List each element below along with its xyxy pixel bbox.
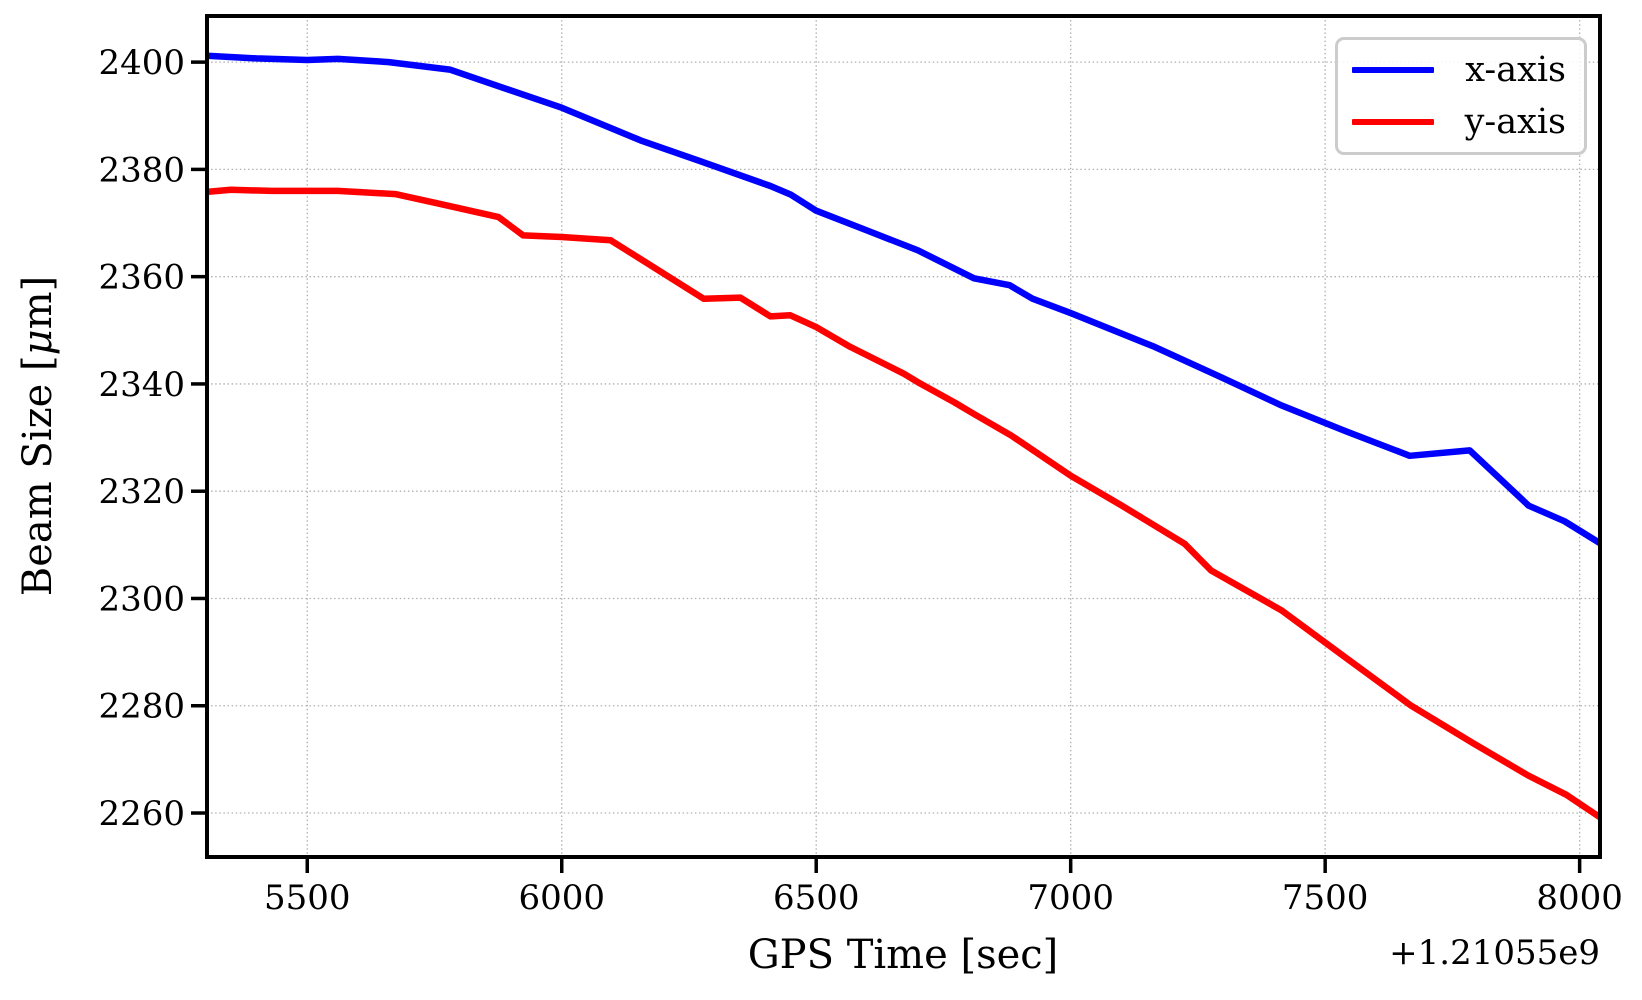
y-tick-label: 2320 (98, 472, 185, 512)
legend-label-x-axis: x-axis (1465, 49, 1566, 90)
x-axis-label: GPS Time [sec] (747, 932, 1059, 978)
x-tick-label: 6000 (518, 878, 605, 918)
y-axis-label-prefix: Beam Size [ (15, 355, 61, 597)
series-line-x-axis (206, 52, 1602, 546)
y-tick-label: 2400 (98, 43, 185, 83)
x-tick-label: 6500 (773, 878, 860, 918)
y-tick-label: 2360 (98, 258, 185, 298)
y-tick-label: 2340 (98, 365, 185, 405)
legend-entry-y-axis: y-axis (1352, 100, 1570, 144)
y-tick-label: 2380 (98, 150, 185, 190)
legend-entry-x-axis: x-axis (1352, 48, 1570, 92)
legend-label-y-axis: y-axis (1464, 101, 1566, 142)
legend-line-sample-red (1352, 119, 1434, 125)
legend-box: x-axis y-axis (1335, 37, 1587, 155)
y-axis-label-mu: μ (15, 329, 61, 356)
plot-border (205, 14, 1602, 859)
y-tick-label: 2260 (98, 794, 185, 834)
x-axis-offset-text: +1.21055e9 (1389, 933, 1600, 973)
y-axis-label: Beam Size [μm] (15, 276, 61, 596)
x-tick-label: 7000 (1027, 878, 1114, 918)
x-tick-label: 8000 (1536, 878, 1623, 918)
y-tick-label: 2300 (98, 579, 185, 619)
y-tick-label: 2280 (98, 687, 185, 727)
x-tick-label: 5500 (264, 878, 351, 918)
series-line-y-axis (206, 186, 1602, 821)
y-axis-label-suffix: m] (15, 275, 61, 330)
x-tick-label: 7500 (1282, 878, 1369, 918)
legend-line-sample-blue (1352, 67, 1434, 73)
